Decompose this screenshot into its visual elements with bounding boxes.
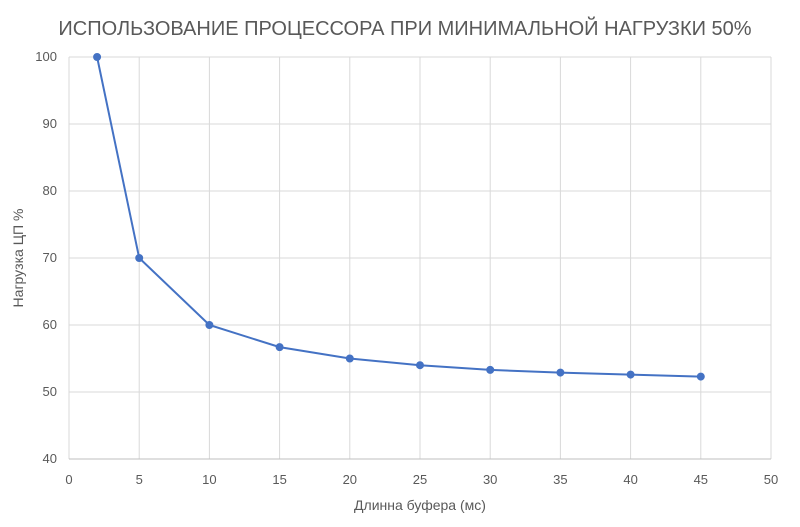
x-tick-label: 35 — [553, 472, 567, 487]
y-tick-label: 100 — [35, 49, 57, 64]
y-tick-label: 80 — [43, 183, 57, 198]
x-tick-label: 25 — [413, 472, 427, 487]
y-tick-label: 70 — [43, 250, 57, 265]
data-point — [556, 368, 565, 377]
data-point — [345, 354, 354, 363]
y-tick-label: 40 — [43, 451, 57, 466]
data-point — [486, 365, 495, 374]
x-tick-label: 20 — [343, 472, 357, 487]
data-point — [275, 343, 284, 352]
y-tick-label: 50 — [43, 384, 57, 399]
data-point — [93, 53, 102, 61]
x-tick-label: 45 — [694, 472, 708, 487]
y-axis-label: Нагрузка ЦП % — [10, 209, 26, 308]
x-tick-label: 5 — [136, 472, 143, 487]
x-tick-label: 40 — [623, 472, 637, 487]
data-point — [696, 372, 705, 381]
series-layer — [93, 53, 705, 381]
tick-labels: 0 5 10 15 20 25 30 35 40 45 50 40 50 60 70 80 90 100 — [35, 49, 778, 487]
grid-lines — [68, 56, 772, 460]
x-tick-label: 10 — [202, 472, 216, 487]
data-point — [626, 370, 635, 379]
data-point — [135, 254, 144, 262]
chart-title: ИСПОЛЬЗОВАНИЕ ПРОЦЕССОРА ПРИ МИНИМАЛЬНОЙ… — [58, 16, 751, 40]
series-line — [96, 56, 701, 378]
x-tick-label: 30 — [483, 472, 497, 487]
x-tick-label: 0 — [65, 472, 72, 487]
x-axis-label: Длинна буфера (мс) — [354, 497, 486, 513]
data-point — [416, 361, 424, 370]
data-point — [205, 321, 214, 329]
x-tick-label: 50 — [764, 472, 778, 487]
x-tick-label: 15 — [272, 472, 286, 487]
y-tick-label: 60 — [43, 317, 57, 332]
y-tick-label: 90 — [43, 116, 57, 131]
